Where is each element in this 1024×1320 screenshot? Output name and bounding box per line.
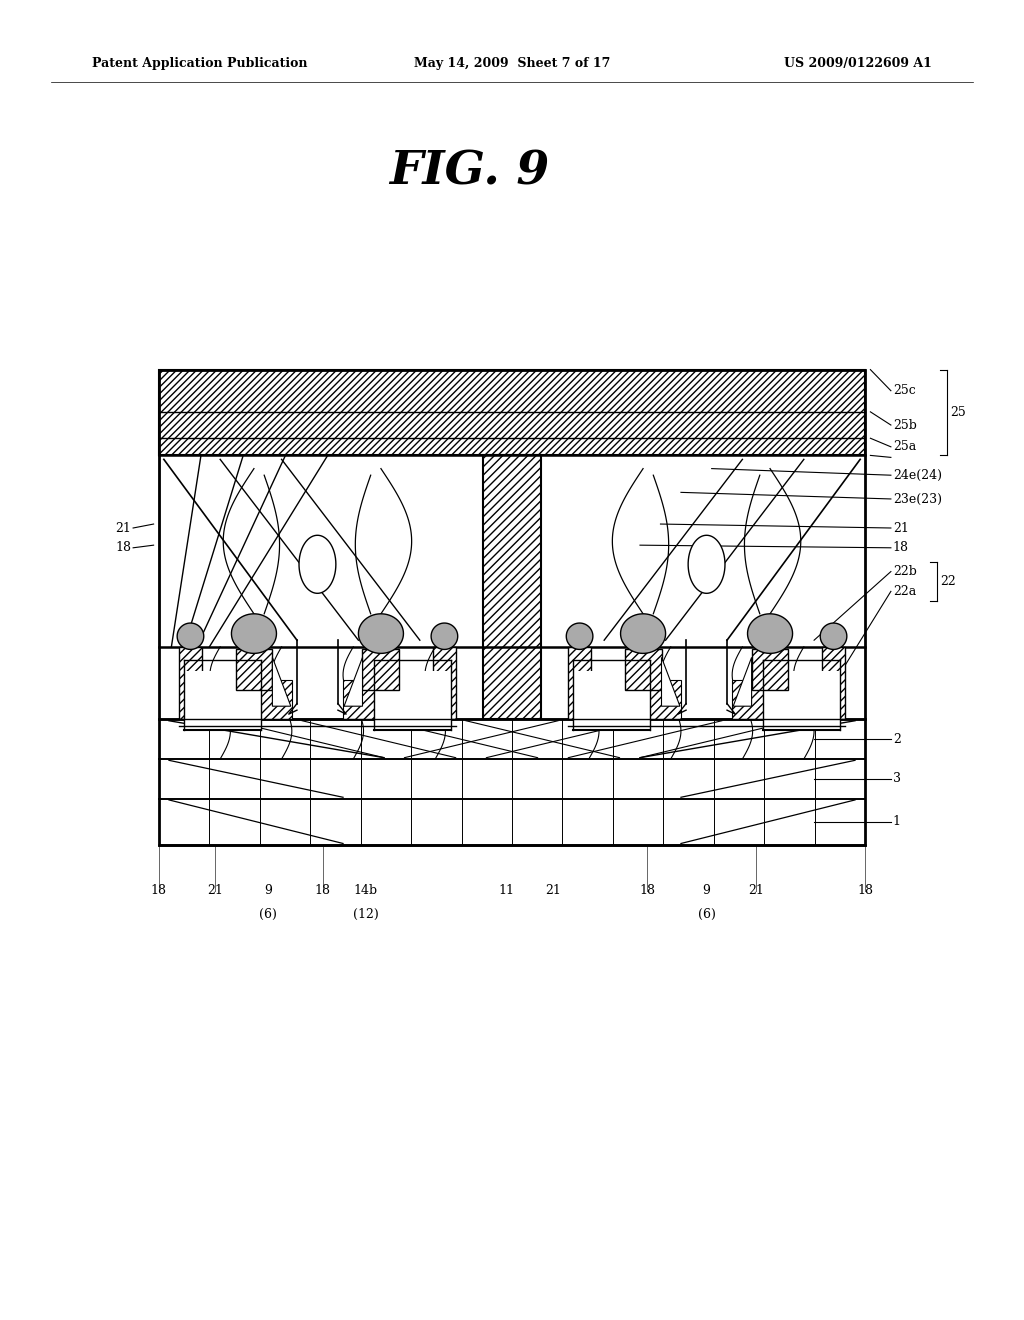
Polygon shape xyxy=(179,647,202,719)
Polygon shape xyxy=(822,647,845,719)
Polygon shape xyxy=(344,657,362,706)
Polygon shape xyxy=(236,649,272,690)
Polygon shape xyxy=(591,680,681,719)
Polygon shape xyxy=(568,647,591,719)
Text: 24e(24): 24e(24) xyxy=(893,469,942,482)
Polygon shape xyxy=(231,614,276,653)
Text: 18: 18 xyxy=(151,884,167,898)
Polygon shape xyxy=(184,671,261,730)
Polygon shape xyxy=(566,623,593,649)
Text: 22: 22 xyxy=(940,576,955,587)
Polygon shape xyxy=(483,455,541,719)
Polygon shape xyxy=(748,614,793,653)
Text: 14b: 14b xyxy=(353,884,378,898)
Text: 22b: 22b xyxy=(893,565,916,578)
Text: 9: 9 xyxy=(702,884,711,898)
Text: (6): (6) xyxy=(259,908,278,921)
Text: 21: 21 xyxy=(115,521,131,535)
Text: 3: 3 xyxy=(893,772,901,785)
Text: FIG. 9: FIG. 9 xyxy=(389,149,549,194)
Polygon shape xyxy=(358,614,403,653)
Polygon shape xyxy=(374,671,451,730)
Text: 9: 9 xyxy=(264,884,272,898)
Polygon shape xyxy=(272,657,291,706)
Polygon shape xyxy=(688,536,725,593)
Polygon shape xyxy=(820,623,847,649)
Text: (6): (6) xyxy=(697,908,716,921)
Text: US 2009/0122609 A1: US 2009/0122609 A1 xyxy=(784,57,932,70)
Text: (12): (12) xyxy=(352,908,379,921)
Polygon shape xyxy=(362,649,399,690)
Text: 21: 21 xyxy=(545,884,561,898)
Polygon shape xyxy=(159,370,865,455)
Text: 21: 21 xyxy=(893,521,909,535)
Text: 1: 1 xyxy=(893,816,901,828)
Text: 21: 21 xyxy=(207,884,223,898)
Polygon shape xyxy=(299,536,336,593)
Polygon shape xyxy=(177,623,204,649)
Text: 25b: 25b xyxy=(893,418,916,432)
Text: 21: 21 xyxy=(748,884,764,898)
Text: 22a: 22a xyxy=(893,585,916,598)
Polygon shape xyxy=(662,657,680,706)
Text: 11: 11 xyxy=(499,884,515,898)
Polygon shape xyxy=(621,614,666,653)
Text: 18: 18 xyxy=(893,541,909,554)
Polygon shape xyxy=(202,680,292,719)
Text: 18: 18 xyxy=(857,884,873,898)
Polygon shape xyxy=(625,649,662,690)
Polygon shape xyxy=(763,671,840,730)
Text: May 14, 2009  Sheet 7 of 17: May 14, 2009 Sheet 7 of 17 xyxy=(414,57,610,70)
Polygon shape xyxy=(733,657,752,706)
Polygon shape xyxy=(752,649,788,690)
Text: 18: 18 xyxy=(115,541,131,554)
Polygon shape xyxy=(159,455,865,647)
Text: 18: 18 xyxy=(314,884,331,898)
Polygon shape xyxy=(431,623,458,649)
Text: 2: 2 xyxy=(893,733,901,746)
Polygon shape xyxy=(343,680,433,719)
Text: 18: 18 xyxy=(639,884,655,898)
Polygon shape xyxy=(732,680,822,719)
Text: 25a: 25a xyxy=(893,441,916,453)
Text: 23e(23): 23e(23) xyxy=(893,492,942,506)
Text: Patent Application Publication: Patent Application Publication xyxy=(92,57,307,70)
Text: 25: 25 xyxy=(950,407,966,418)
Text: 25c: 25c xyxy=(893,384,915,397)
Polygon shape xyxy=(573,671,650,730)
Polygon shape xyxy=(433,647,456,719)
